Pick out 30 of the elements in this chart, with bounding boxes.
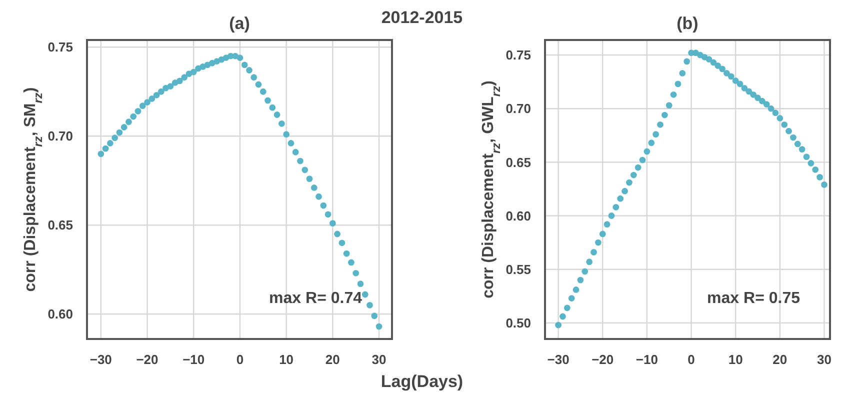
- annotation: max R= 0.74: [269, 290, 362, 308]
- x-tick-label: −20: [136, 352, 158, 368]
- x-tick-label: 10: [279, 352, 294, 368]
- x-tick-label: −10: [636, 352, 658, 368]
- x-tick-label: 0: [688, 352, 695, 368]
- y-tick-label: 0.50: [506, 316, 531, 331]
- x-tick-label: 30: [817, 352, 832, 368]
- chart-title: (b): [676, 14, 700, 34]
- x-tick-label: −30: [90, 352, 112, 368]
- y-tick-label: 0.70: [48, 128, 73, 144]
- annotation: max R= 0.75: [707, 290, 800, 308]
- text: 2012-2015: [381, 8, 463, 27]
- y-tick-label: 0.65: [506, 154, 531, 170]
- x-tick-label: 0: [236, 352, 244, 368]
- x-tick-label: −30: [547, 352, 570, 368]
- y-tick-label: 0.65: [48, 218, 73, 233]
- y-tick-label: 0.75: [506, 48, 531, 63]
- y-tick-label: 0.55: [506, 262, 531, 277]
- x-tick-label: 30: [372, 352, 386, 368]
- x-tick-label: 20: [772, 352, 788, 368]
- x-axis-title: Lag(Days): [380, 372, 464, 392]
- y-tick-label: 0.75: [48, 40, 73, 55]
- x-tick-label: 20: [325, 352, 340, 368]
- x-tick-label: −10: [182, 352, 205, 368]
- y-tick-label: 0.60: [48, 306, 73, 322]
- x-tick-label: 10: [728, 352, 743, 368]
- y-tick-label: 0.60: [506, 208, 531, 224]
- chart-title: (a): [229, 14, 250, 33]
- y-tick-label: 0.70: [506, 101, 531, 116]
- x-tick-label: −20: [592, 352, 614, 368]
